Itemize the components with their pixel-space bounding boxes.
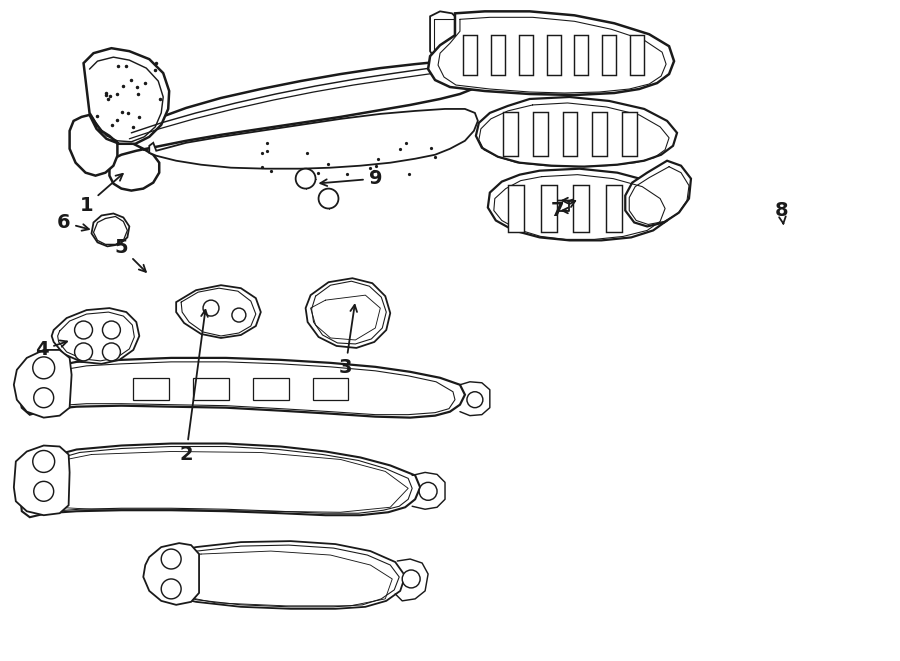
Text: 4: 4 xyxy=(35,340,67,360)
Circle shape xyxy=(75,321,93,339)
Circle shape xyxy=(103,343,121,361)
Polygon shape xyxy=(430,11,460,61)
Circle shape xyxy=(75,343,93,361)
Polygon shape xyxy=(503,112,517,156)
Polygon shape xyxy=(476,97,677,167)
Polygon shape xyxy=(149,109,478,169)
Polygon shape xyxy=(592,112,608,156)
Text: 9: 9 xyxy=(320,169,382,188)
Circle shape xyxy=(419,483,437,500)
Polygon shape xyxy=(562,112,578,156)
Polygon shape xyxy=(110,60,490,190)
Polygon shape xyxy=(630,35,644,75)
Polygon shape xyxy=(541,184,556,233)
Polygon shape xyxy=(133,378,169,400)
Polygon shape xyxy=(69,48,169,176)
Text: 6: 6 xyxy=(57,213,89,232)
Polygon shape xyxy=(491,35,505,75)
Polygon shape xyxy=(602,35,616,75)
Polygon shape xyxy=(574,35,589,75)
Polygon shape xyxy=(149,541,405,609)
Polygon shape xyxy=(508,184,524,233)
Circle shape xyxy=(402,570,420,588)
Polygon shape xyxy=(488,169,673,241)
Polygon shape xyxy=(463,35,477,75)
Circle shape xyxy=(467,392,483,408)
Polygon shape xyxy=(533,112,547,156)
Polygon shape xyxy=(306,278,391,348)
Polygon shape xyxy=(176,285,261,338)
Polygon shape xyxy=(546,35,561,75)
Circle shape xyxy=(32,357,55,379)
Text: 5: 5 xyxy=(114,238,146,272)
Polygon shape xyxy=(253,378,289,400)
Circle shape xyxy=(203,300,219,316)
Polygon shape xyxy=(14,350,72,418)
Polygon shape xyxy=(20,358,465,418)
Polygon shape xyxy=(20,444,420,517)
Circle shape xyxy=(161,549,181,569)
Text: 7: 7 xyxy=(551,201,575,220)
Circle shape xyxy=(34,481,54,501)
Polygon shape xyxy=(428,11,674,95)
Circle shape xyxy=(319,188,338,208)
Polygon shape xyxy=(626,161,691,227)
Polygon shape xyxy=(92,214,130,247)
Polygon shape xyxy=(143,543,199,605)
Polygon shape xyxy=(14,446,69,515)
Circle shape xyxy=(161,579,181,599)
Text: 1: 1 xyxy=(80,174,122,215)
Text: 3: 3 xyxy=(338,305,357,377)
Circle shape xyxy=(296,169,316,188)
Polygon shape xyxy=(518,35,533,75)
Polygon shape xyxy=(312,378,348,400)
Text: 2: 2 xyxy=(179,310,208,464)
Circle shape xyxy=(232,308,246,322)
Polygon shape xyxy=(573,184,590,233)
Polygon shape xyxy=(607,184,622,233)
Polygon shape xyxy=(194,378,229,400)
Circle shape xyxy=(103,321,121,339)
Polygon shape xyxy=(51,308,140,364)
Polygon shape xyxy=(622,112,637,156)
Circle shape xyxy=(32,451,55,473)
Text: 8: 8 xyxy=(775,201,788,223)
Circle shape xyxy=(34,388,54,408)
